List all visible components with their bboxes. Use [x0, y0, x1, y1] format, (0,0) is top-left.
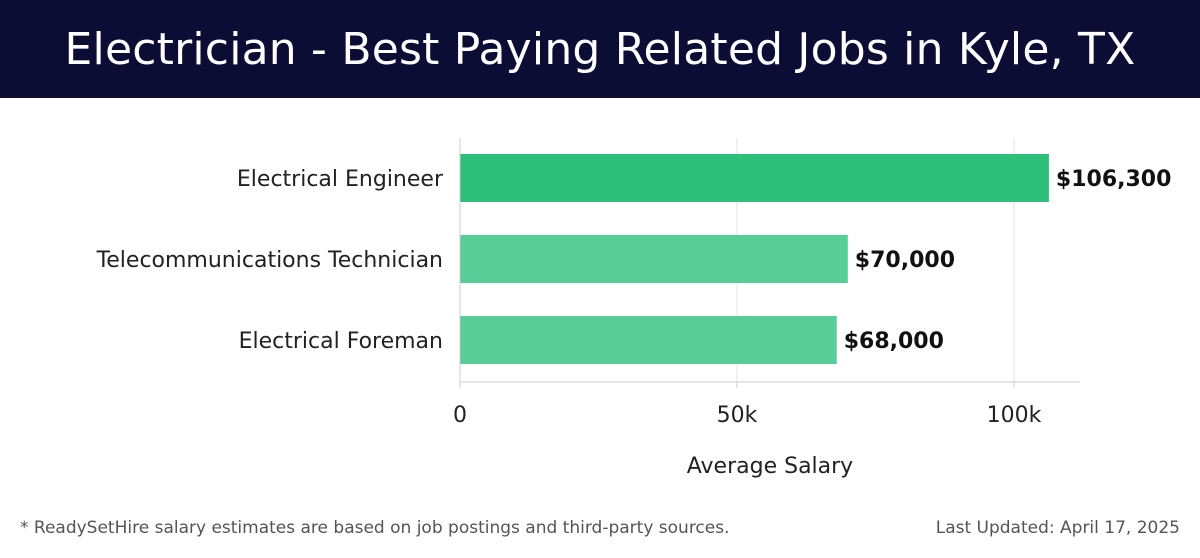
last-updated: Last Updated: April 17, 2025 [935, 518, 1180, 538]
x-tick-label: 100k [987, 403, 1042, 428]
bar [460, 316, 837, 364]
category-label: Electrical Foreman [239, 329, 443, 354]
value-label: $106,300 [1056, 167, 1172, 192]
bar-chart: Electrical Engineer $106,300 Telecommunica… [96, 138, 1172, 479]
bar [460, 235, 848, 283]
x-tick-label: 50k [717, 403, 758, 428]
chart-title: Electrician - Best Paying Related Jobs i… [64, 23, 1136, 75]
category-label: Telecommunications Technician [96, 248, 443, 273]
value-label: $70,000 [855, 248, 955, 273]
chart-header: Electrician - Best Paying Related Jobs i… [0, 0, 1200, 98]
category-label: Electrical Engineer [237, 167, 444, 192]
x-tick-label: 0 [453, 403, 467, 428]
value-label: $68,000 [844, 329, 944, 354]
x-axis-title: Average Salary [687, 454, 853, 479]
footnote: * ReadySetHire salary estimates are base… [20, 518, 730, 538]
bar [460, 154, 1049, 202]
